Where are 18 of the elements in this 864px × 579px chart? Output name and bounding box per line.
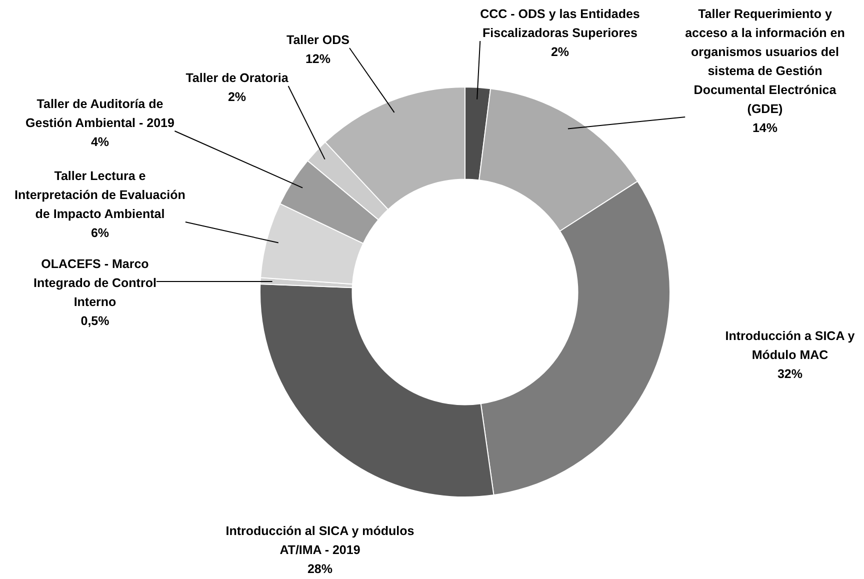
- data-label: 6%: [90, 226, 110, 240]
- data-label: 0,5%: [80, 314, 110, 328]
- data-label: 14%: [752, 121, 778, 135]
- data-label: 28%: [307, 562, 333, 576]
- data-label: 4%: [90, 135, 110, 149]
- slice-label: Taller de Oratoria: [186, 71, 290, 85]
- slice-label: Introducción a SICA y Módulo MAC: [725, 329, 855, 362]
- slice-label: Taller de Auditoría de Gestión Ambiental - 2019: [26, 97, 174, 130]
- data-label: 32%: [777, 367, 803, 381]
- data-label: 2%: [228, 90, 246, 104]
- slice-label: Introducción al SICA y módulos AT/IMA - 2019: [226, 524, 414, 557]
- slice-label: CCC - ODS y las Entidades Fiscalizadoras Superiores: [480, 7, 640, 40]
- data-label: 12%: [305, 52, 331, 66]
- slice-label: OLACEFS - Marco Integrado de Control Interno: [34, 257, 156, 309]
- slice-label: Taller ODS: [286, 33, 350, 47]
- slice-label: Taller Lectura e Interpretación de Evaluación de Impacto Ambiental: [14, 169, 186, 221]
- slice-label: Taller Requerimiento y acceso a la información en organismos usuarios del sistema de Gestión Documental Electrónica (GDE): [685, 7, 845, 116]
- data-label: 2%: [550, 45, 570, 59]
